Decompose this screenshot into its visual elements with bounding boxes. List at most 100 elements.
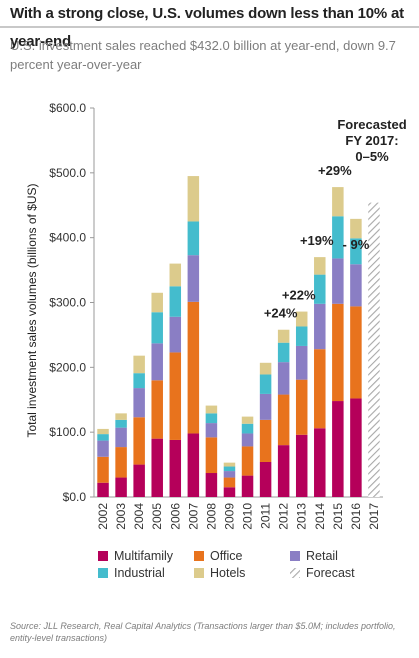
- y-tick-label: $100.0: [49, 425, 86, 439]
- growth-annotation: +22%: [282, 288, 316, 303]
- bar-segment-industrial: [151, 312, 163, 344]
- x-tick-label: 2007: [186, 503, 200, 530]
- bar-segment-office: [133, 417, 145, 465]
- bar-segment-multifamily: [97, 482, 109, 497]
- bar-segment-industrial: [277, 342, 290, 363]
- y-tick-label: $600.0: [49, 101, 86, 115]
- bar-segment-hotels: [133, 355, 145, 374]
- bar-segment-retail: [151, 343, 163, 381]
- bar-segment-industrial: [97, 434, 109, 441]
- bar-segment-hotels: [314, 257, 326, 275]
- x-tick-label: 2015: [331, 503, 345, 530]
- bar-segment-retail: [133, 388, 145, 418]
- legend-label: Office: [210, 549, 242, 563]
- y-tick-label: $0.0: [63, 490, 87, 504]
- bar-segment-office: [295, 379, 308, 435]
- growth-annotation: +24%: [264, 306, 298, 321]
- bar-segment-retail: [241, 433, 254, 447]
- legend-swatch: [194, 551, 204, 561]
- legend-swatch: [98, 551, 108, 561]
- forecast-callout: FY 2017:: [345, 133, 398, 148]
- x-tick-label: 2017: [367, 503, 381, 530]
- legend-label: Retail: [306, 549, 338, 563]
- bar-segment-hotels: [97, 428, 109, 435]
- bar-segment-hotels: [350, 218, 362, 239]
- forecast-callout: Forecasted: [337, 117, 406, 132]
- bar-segment-hotels: [205, 405, 218, 414]
- bar-segment-multifamily: [332, 401, 344, 497]
- y-tick-label: $300.0: [49, 296, 86, 310]
- bar-segment-retail: [205, 423, 218, 438]
- bar-segment-industrial: [332, 216, 344, 259]
- bar-segment-hotels: [151, 292, 163, 313]
- bar-segment-multifamily: [350, 398, 362, 497]
- legend-swatch: [194, 568, 204, 578]
- bar-segment-hotels: [223, 462, 236, 467]
- bar-segment-industrial: [241, 423, 254, 434]
- x-tick-label: 2011: [259, 503, 273, 529]
- bar-segment-industrial: [169, 286, 182, 317]
- bar-segment-office: [332, 303, 344, 402]
- x-tick-label: 2004: [132, 503, 146, 530]
- legend-swatch: [290, 568, 300, 578]
- bar-segment-industrial: [133, 373, 145, 389]
- forecast-callout: 0–5%: [355, 149, 389, 164]
- bar-segment-multifamily: [314, 428, 326, 497]
- legend-label: Forecast: [306, 566, 355, 580]
- x-tick-label: 2008: [204, 503, 218, 530]
- bar-segment-office: [350, 306, 362, 399]
- bar-segment-retail: [350, 264, 362, 307]
- chart-subtitle: U.S. investment sales reached $432.0 bil…: [10, 38, 396, 72]
- bar-segment-hotels: [259, 362, 272, 375]
- bar-segment-industrial: [205, 413, 218, 424]
- bar-segment-retail: [223, 471, 236, 478]
- bar-segment-multifamily: [241, 475, 254, 497]
- y-tick-label: $500.0: [49, 166, 86, 180]
- x-tick-label: 2009: [222, 503, 236, 530]
- bar-segment-office: [314, 349, 326, 429]
- x-tick-label: 2012: [277, 503, 291, 530]
- bar-segment-retail: [295, 345, 308, 380]
- bar-segment-office: [97, 456, 109, 483]
- bar-segment-hotels: [187, 176, 200, 222]
- x-tick-label: 2013: [295, 503, 309, 530]
- growth-annotation: +29%: [318, 163, 352, 178]
- bar-segment-industrial: [259, 374, 272, 394]
- legend-label: Industrial: [114, 566, 165, 580]
- bar-segment-multifamily: [115, 477, 127, 497]
- bar-segment-office: [115, 447, 127, 478]
- y-axis-label: Total investment sales volumes (billions…: [25, 183, 39, 437]
- bar-segment-industrial: [350, 238, 362, 265]
- forecast-bar: [368, 202, 380, 497]
- bar-segment-office: [169, 352, 182, 440]
- legend-swatch: [290, 551, 300, 561]
- x-tick-label: 2003: [114, 503, 128, 530]
- bar-segment-office: [223, 477, 236, 488]
- x-tick-label: 2006: [168, 503, 182, 530]
- bar-segment-hotels: [332, 187, 344, 217]
- growth-annotation: +19%: [300, 233, 334, 248]
- bar-segment-retail: [115, 427, 127, 448]
- bar-segment-industrial: [115, 419, 127, 428]
- x-tick-label: 2005: [150, 503, 164, 530]
- x-tick-label: 2002: [96, 503, 110, 530]
- bar-segment-multifamily: [259, 461, 272, 497]
- bar-segment-office: [259, 419, 272, 462]
- bar-segment-multifamily: [151, 438, 163, 497]
- x-tick-label: 2014: [313, 503, 327, 530]
- bar-segment-hotels: [295, 311, 308, 327]
- bar-segment-office: [205, 437, 218, 474]
- bar-segment-industrial: [187, 221, 200, 256]
- legend-label: Hotels: [210, 566, 245, 580]
- bar-segment-multifamily: [187, 433, 200, 497]
- y-tick-label: $200.0: [49, 360, 86, 374]
- source-note: Source: JLL Research, Real Capital Analy…: [10, 621, 396, 643]
- bar-segment-multifamily: [169, 439, 182, 497]
- bar-segment-multifamily: [205, 473, 218, 497]
- x-tick-label: 2016: [349, 503, 363, 530]
- bar-segment-hotels: [169, 263, 182, 287]
- bar-segment-hotels: [277, 329, 290, 343]
- bar-segment-multifamily: [133, 464, 145, 497]
- bar-segment-retail: [332, 258, 344, 304]
